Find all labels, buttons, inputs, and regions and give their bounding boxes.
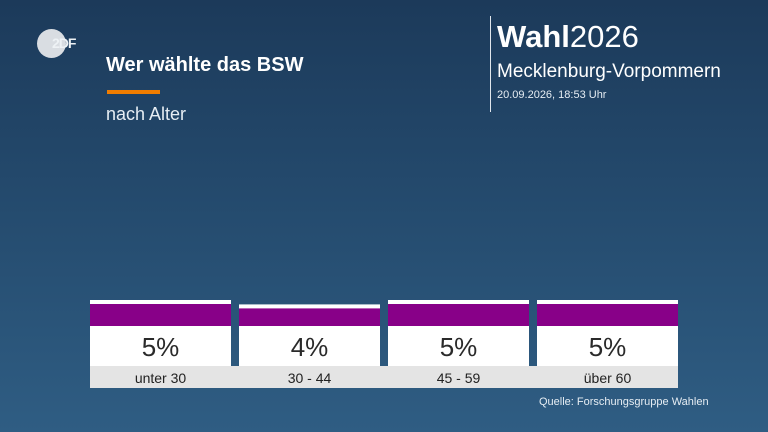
brand-title-bold: Wahl [497,19,570,54]
category-band [90,366,231,388]
data-label: 4% [291,332,329,362]
category-band [388,366,529,388]
category-label: 45 - 59 [437,370,481,386]
chart-title: Wer wählte das BSW [106,54,304,76]
bar [239,308,380,326]
data-label: 5% [142,332,180,362]
bar [90,304,231,326]
brand-title: Wahl2026 [497,18,639,56]
data-label: 5% [589,332,627,362]
category-band [239,366,380,388]
title-accent-line [107,90,160,94]
category-label: 30 - 44 [288,370,332,386]
region-name: Mecklenburg-Vorpommern [497,61,721,82]
brand-title-year: 2026 [569,19,639,54]
category-band-gap [529,366,537,388]
category-band-gap [231,366,239,388]
category-band-gap [380,366,388,388]
bar [388,304,529,326]
chart-subtitle: nach Alter [106,104,187,124]
category-band [537,366,678,388]
category-label: unter 30 [135,370,187,386]
zdf-logo-text: 2DF [52,35,76,51]
brand-divider [490,16,491,112]
data-label: 5% [440,332,478,362]
bar [537,304,678,326]
category-label: über 60 [584,370,632,386]
source-note: Quelle: Forschungsgruppe Wahlen [539,396,709,408]
zdf-logo [37,29,66,58]
timestamp: 20.09.2026, 18:53 Uhr [497,89,607,101]
